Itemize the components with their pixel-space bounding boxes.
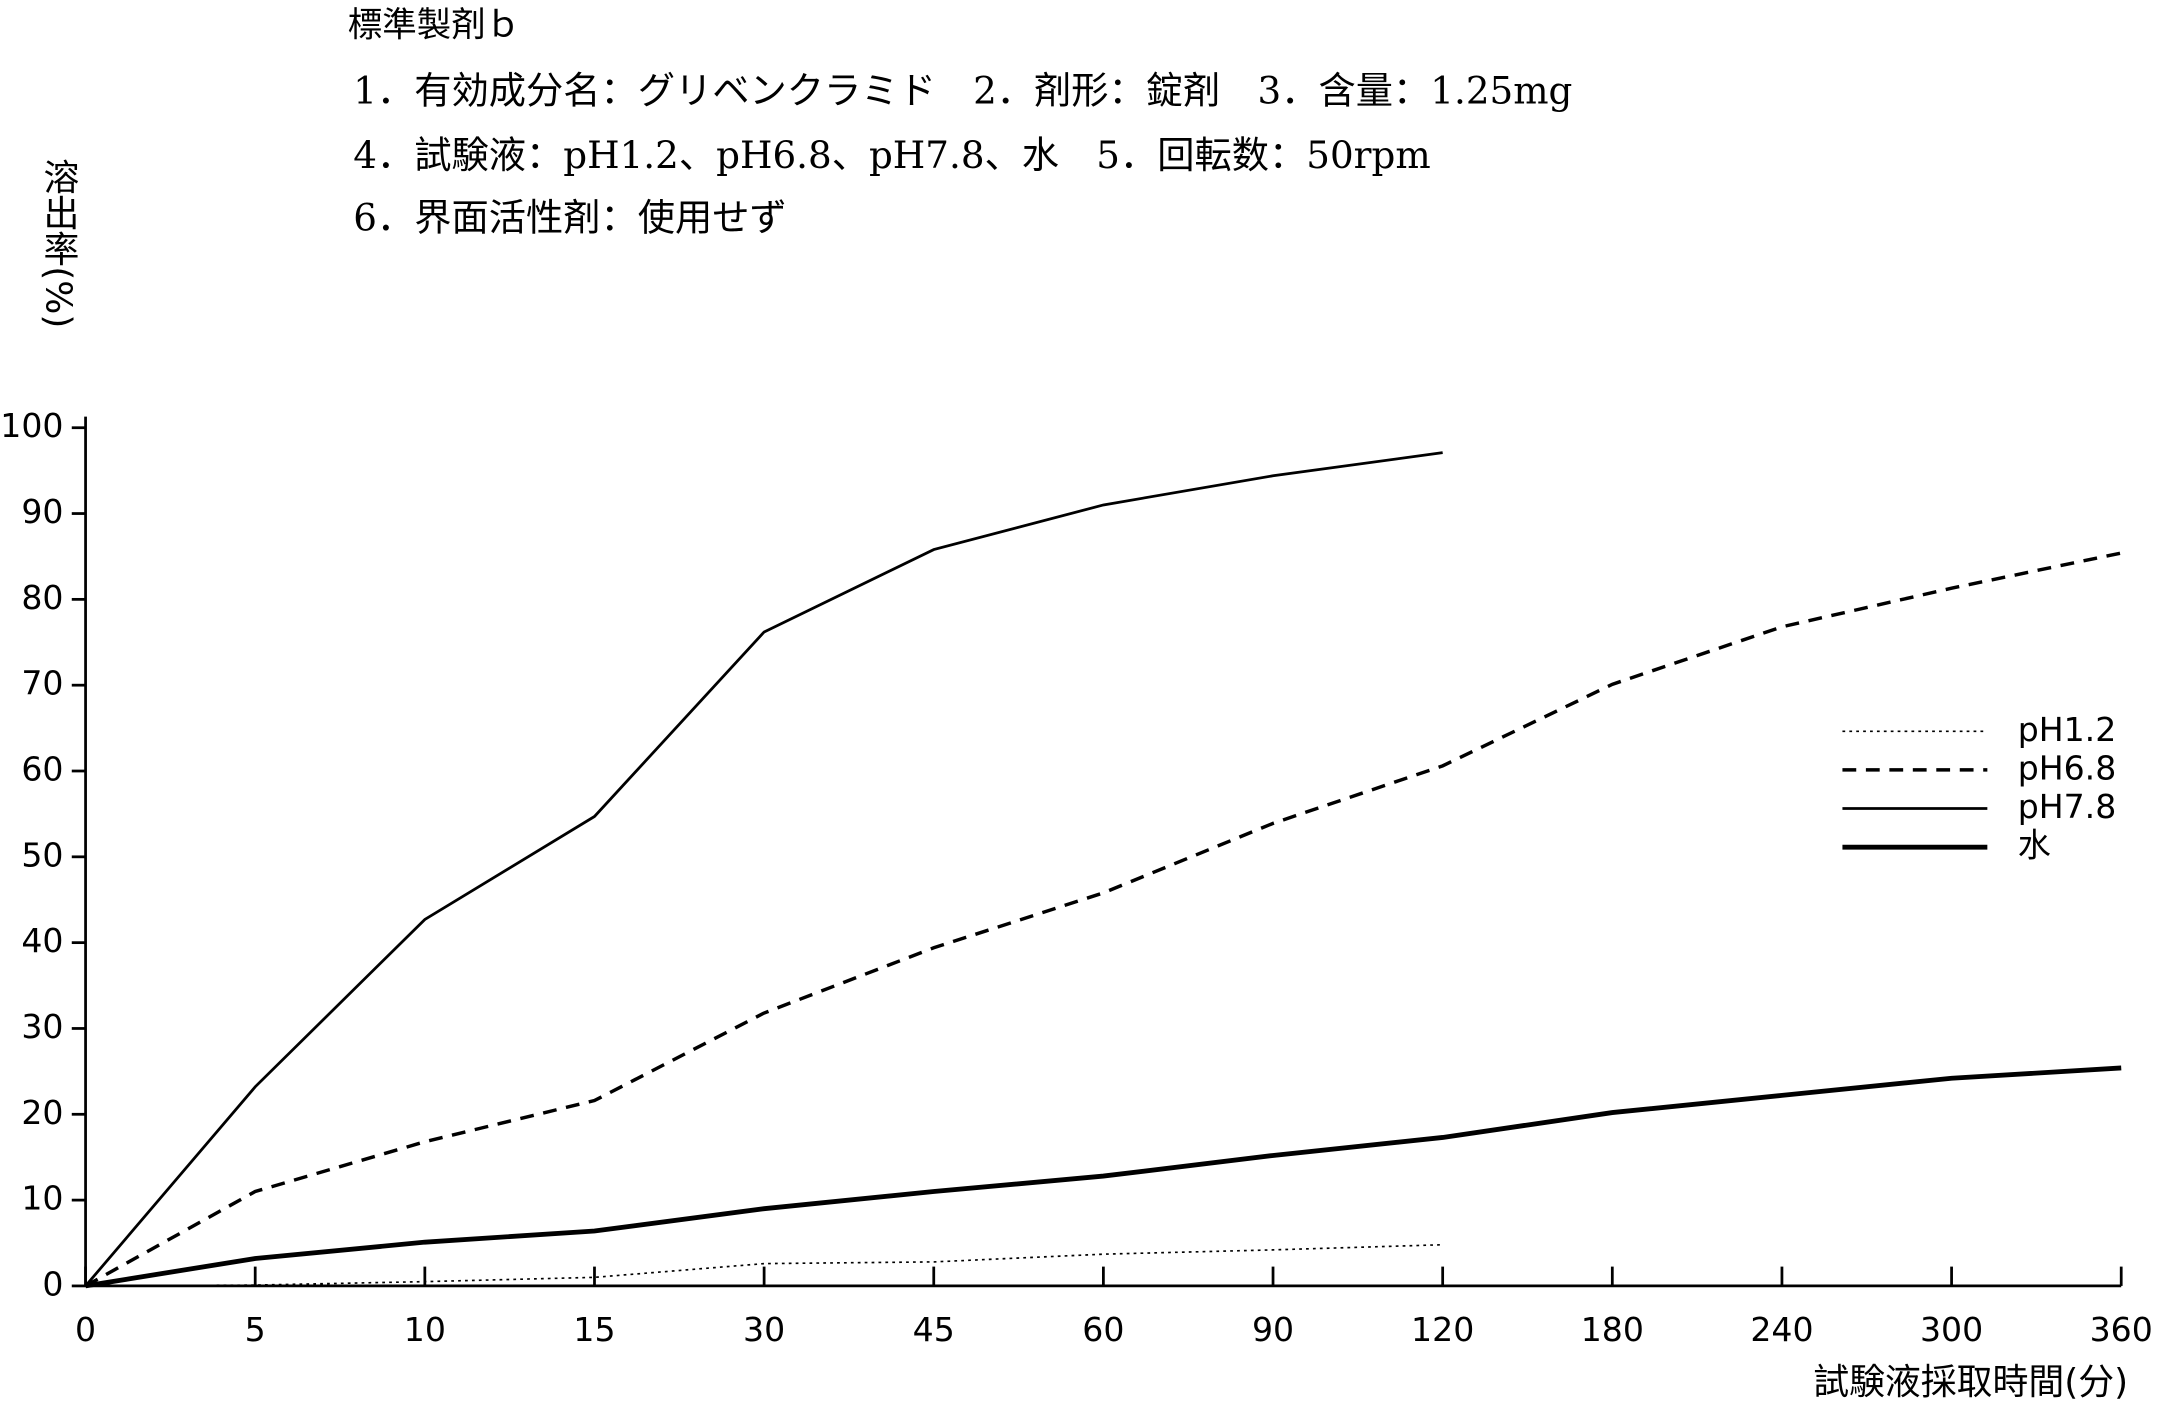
legend-label: pH1.2	[2018, 710, 2117, 749]
legend-label: 水	[2018, 826, 2051, 865]
subtitle: 4．試験液：pH1.2、pH6.8、pH7.8、水 5．回転数：50rpm	[353, 133, 1430, 177]
y-tick-label: 80	[21, 578, 63, 617]
x-tick-label: 120	[1411, 1310, 1474, 1349]
series-line	[84, 451, 1443, 1287]
y-tick-label: 30	[21, 1007, 63, 1046]
x-tick-label: 90	[1252, 1310, 1294, 1349]
x-axis-label: 試験液採取時間(分)	[1813, 1362, 2128, 1403]
y-axis-label: 溶出率(%)	[37, 158, 78, 328]
y-tick-label: 0	[42, 1264, 63, 1303]
x-tick-label: 0	[75, 1310, 96, 1349]
x-tick-label: 30	[743, 1310, 785, 1349]
y-tick-label: 20	[21, 1093, 63, 1132]
x-tick-label: 60	[1082, 1310, 1124, 1349]
x-tick-label: 5	[245, 1310, 266, 1349]
y-tick-label: 60	[21, 750, 63, 789]
series-line	[85, 1243, 1443, 1287]
y-tick-label: 100	[0, 406, 63, 445]
x-tick-label: 300	[1920, 1310, 1983, 1349]
x-tick-label: 360	[2090, 1310, 2153, 1349]
subtitle: 6．界面活性剤：使用せず	[353, 195, 787, 239]
legend-label: pH6.8	[2018, 748, 2117, 787]
series-line	[85, 1065, 2122, 1289]
x-tick-label: 10	[404, 1310, 446, 1349]
x-tick-label: 45	[913, 1310, 955, 1349]
y-tick-label: 40	[21, 921, 63, 960]
subtitle: 1．有効成分名：グリベンクラミド 2．剤形：錠剤 3．含量：1.25mg	[353, 68, 1572, 112]
chart-title: 標準製剤ｂ	[348, 6, 520, 46]
x-tick-label: 180	[1581, 1310, 1644, 1349]
legend-label: pH7.8	[2018, 787, 2117, 826]
x-tick-label: 240	[1750, 1310, 1813, 1349]
y-tick-label: 50	[21, 835, 63, 874]
y-tick-label: 70	[21, 664, 63, 703]
y-tick-label: 10	[21, 1179, 63, 1218]
x-tick-label: 15	[573, 1310, 615, 1349]
y-tick-label: 90	[21, 492, 63, 531]
